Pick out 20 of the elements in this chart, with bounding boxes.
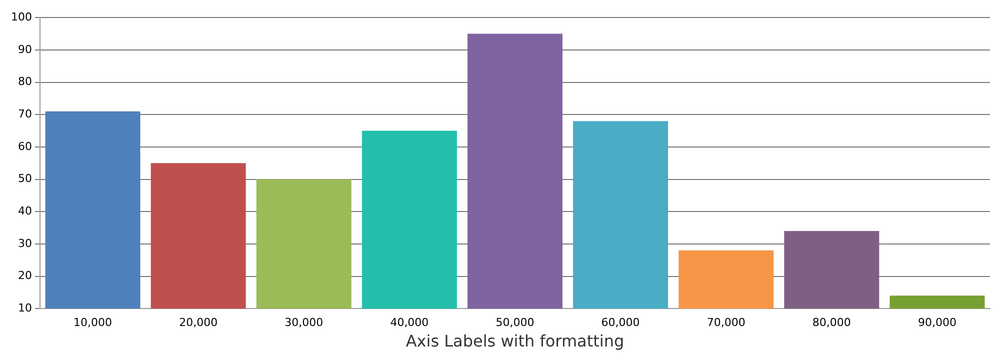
x-tick-label: 30,000 [284, 316, 324, 330]
x-tick-label: 80,000 [812, 316, 851, 330]
y-tick-label: 60 [18, 140, 32, 153]
y-tick-label: 50 [18, 172, 32, 186]
y-tick-label: 40 [18, 204, 32, 218]
y-tick-label: 20 [18, 269, 32, 282]
x-tick-label: 20,000 [179, 316, 218, 330]
y-tick-label: 10 [18, 301, 32, 314]
y-tick-label: 70 [18, 107, 32, 120]
x-axis-title: Axis Labels with formatting [406, 332, 624, 351]
y-tick-label: 80 [18, 75, 32, 88]
x-tick-label: 60,000 [601, 316, 640, 330]
x-tick-label: 90,000 [918, 316, 956, 330]
x-tick-label: 40,000 [390, 316, 429, 330]
x-tick-label: 50,000 [496, 316, 534, 330]
y-tick-label: 100 [10, 10, 32, 24]
x-tick-label: 70,000 [706, 316, 746, 330]
x-tick-label: 10,000 [74, 316, 112, 330]
y-tick-label: 30 [18, 236, 32, 250]
y-tick-label: 90 [18, 42, 32, 56]
